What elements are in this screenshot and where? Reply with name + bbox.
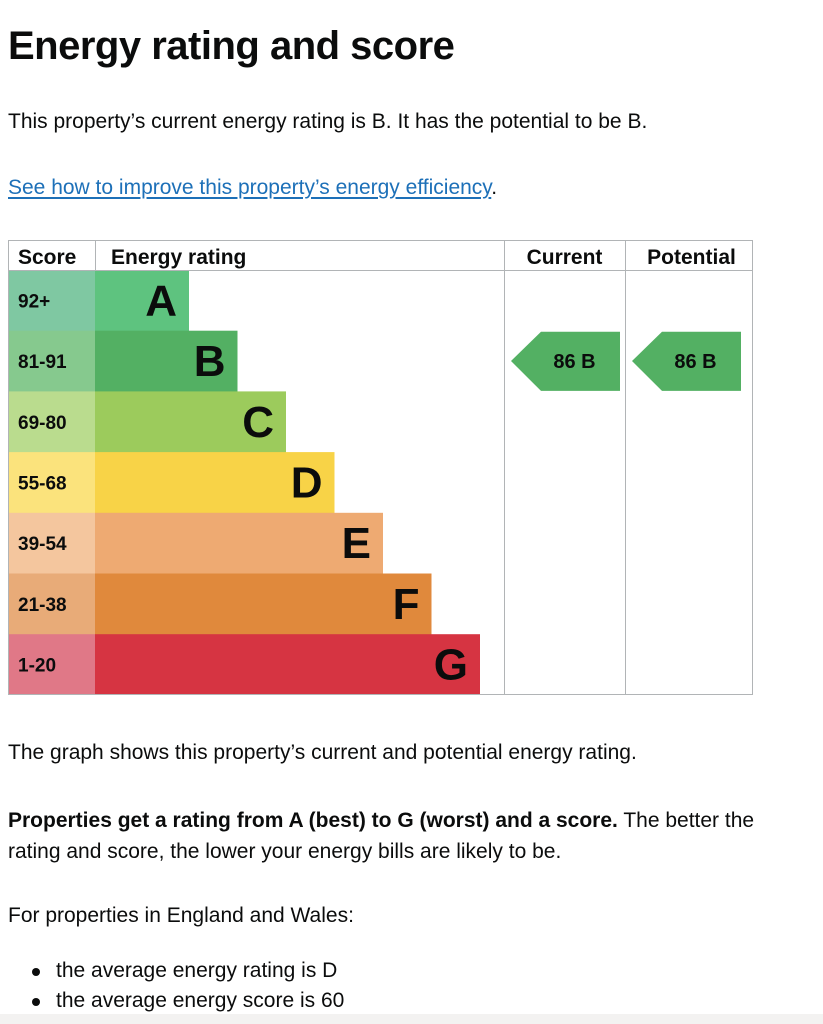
current-rating-marker-label: 86 B <box>553 351 595 373</box>
rating-bar-g <box>95 634 480 695</box>
ratings-explanation-bold: Properties get a rating from A (best) to… <box>8 809 618 832</box>
page-title: Energy rating and score <box>8 24 455 68</box>
rating-bands: 92+ A 81-91 B 69-80 C 55-68 D 39-54 E 21-38 F 1-20 G <box>8 270 480 695</box>
energy-rating-chart: 92+ A 81-91 B 69-80 C 55-68 D 39-54 E 21-38 F 1-20 G … <box>8 240 753 695</box>
rating-bar-f <box>95 573 432 635</box>
footer-strip <box>0 1014 823 1024</box>
rating-letter-c: C <box>242 398 274 447</box>
score-cell-a <box>8 270 95 332</box>
score-cell-b <box>8 330 95 392</box>
potential-rating-marker-label: 86 B <box>674 351 716 373</box>
score-cell-d <box>8 452 95 514</box>
rating-bar-d <box>95 452 335 514</box>
improve-paragraph: See how to improve this property’s energ… <box>8 174 497 202</box>
average-rating-item: the average energy rating is D <box>8 956 344 986</box>
score-cell-e <box>8 512 95 574</box>
rating-bar-b <box>95 330 238 392</box>
improve-link-suffix: . <box>491 176 498 199</box>
averages-list: the average energy rating is D the avera… <box>8 956 344 1016</box>
rating-markers: 86 B 86 B <box>511 331 741 391</box>
rating-bar-a <box>95 270 189 332</box>
rating-bar-c <box>95 391 286 453</box>
score-header: Score <box>18 246 76 269</box>
chart-headers: Score Energy rating Current Potential <box>18 246 736 269</box>
chart-grid <box>8 240 753 695</box>
rating-letter-f: F <box>393 580 420 629</box>
graph-description: The graph shows this property’s current … <box>8 741 637 764</box>
rating-letter-e: E <box>342 519 371 568</box>
score-range-d: 55-68 <box>18 473 67 494</box>
score-cell-g <box>8 634 95 695</box>
energy-rating-header: Energy rating <box>111 246 246 269</box>
score-range-g: 1-20 <box>18 656 56 677</box>
current-rating-summary: This property’s current energy rating is… <box>8 110 648 133</box>
score-range-c: 69-80 <box>18 413 67 434</box>
rating-bar-e <box>95 512 383 574</box>
rating-letter-a: A <box>145 276 177 325</box>
potential-header: Potential <box>647 246 736 269</box>
score-range-e: 39-54 <box>18 534 67 555</box>
rating-letter-b: B <box>194 337 226 386</box>
regional-averages-intro: For properties in England and Wales: <box>8 904 354 927</box>
ratings-explanation: Properties get a rating from A (best) to… <box>8 805 768 867</box>
potential-rating-marker <box>632 331 741 391</box>
average-score-item: the average energy score is 60 <box>8 986 344 1016</box>
current-header: Current <box>527 246 603 269</box>
rating-letter-d: D <box>291 458 323 507</box>
current-rating-marker <box>511 331 620 391</box>
score-range-a: 92+ <box>18 291 50 312</box>
rating-letter-g: G <box>434 641 468 690</box>
ratings-explanation-rest: The better the rating and score, the low… <box>8 809 755 863</box>
score-range-b: 81-91 <box>18 352 67 373</box>
improve-efficiency-link[interactable]: See how to improve this property’s energ… <box>8 176 492 199</box>
score-range-f: 21-38 <box>18 595 67 616</box>
score-cell-f <box>8 573 95 635</box>
score-cell-c <box>8 391 95 453</box>
